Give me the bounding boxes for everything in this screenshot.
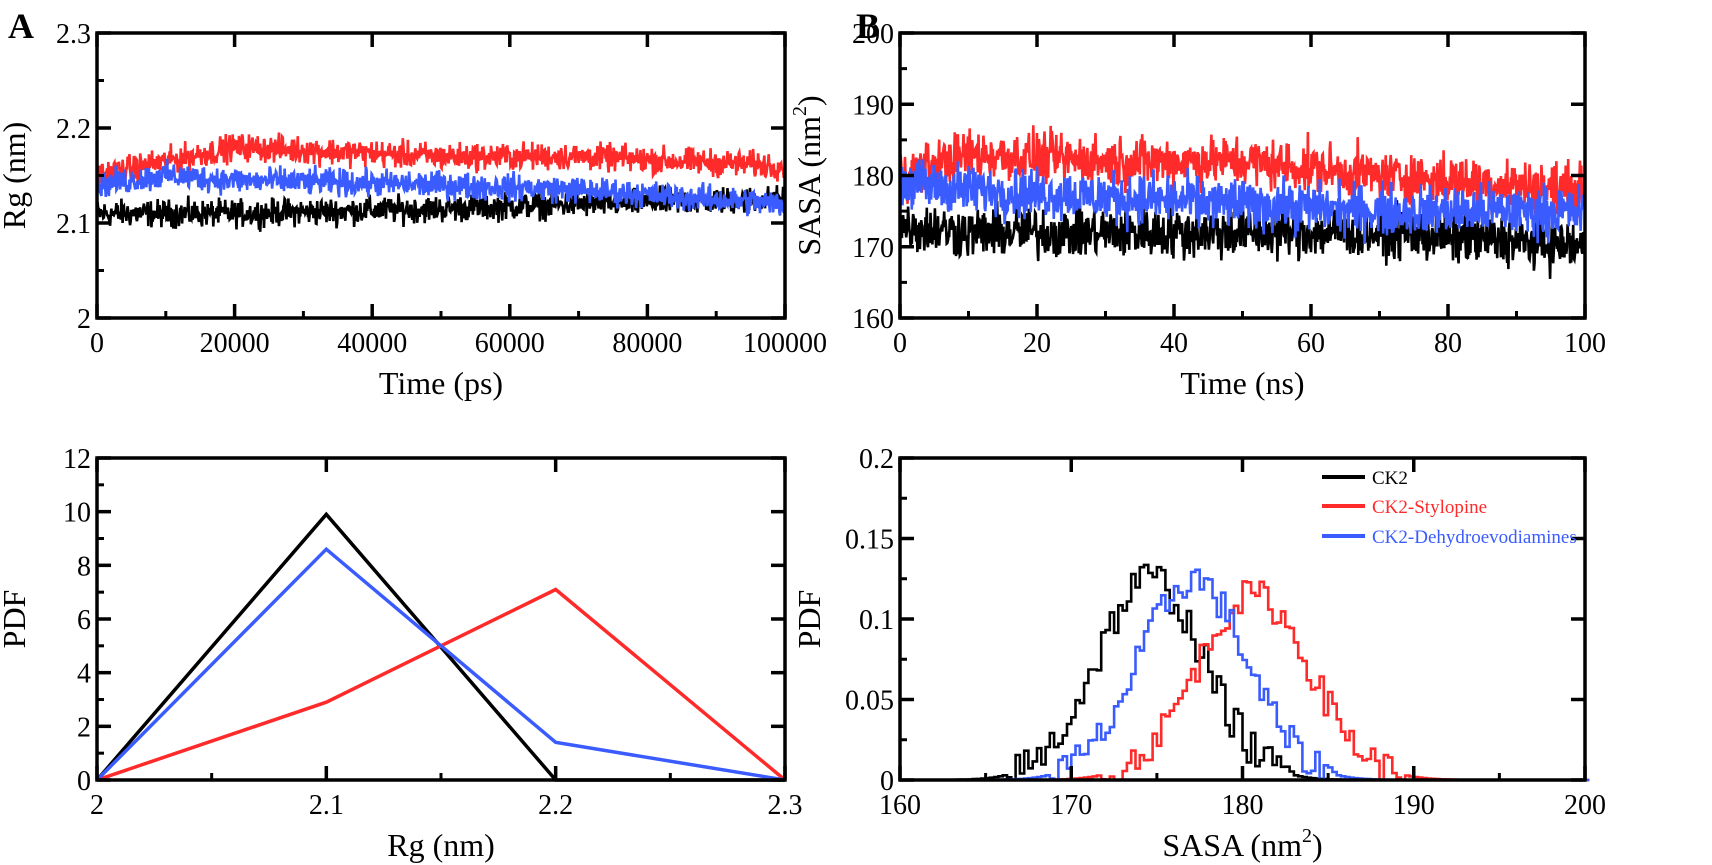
sasa_time-xtick-label: 40 (1160, 328, 1188, 359)
rg_time-ytick-label: 2.3 (56, 19, 91, 50)
rg_pdf-series-group (95, 511, 787, 782)
sasa_time-xtick-label: 100 (1564, 328, 1606, 359)
rg_pdf-x-axis-label: Rg (nm) (387, 827, 495, 863)
rg_pdf-ytick-label: 0 (77, 766, 91, 797)
rg_pdf-xtick-label: 2.1 (309, 790, 344, 821)
sasa-pdf-chart: 160 170 180 190 200 0 0.05 0.1 0.15 0.2 SASA (nm2)… (791, 444, 1606, 863)
sasa_pdf-series-ck2 (900, 563, 1590, 782)
rg_pdf-ytick-label: 4 (77, 659, 91, 690)
rg_pdf-y-axis-label: PDF (0, 590, 32, 649)
rg_pdf-plot-frame (95, 456, 787, 782)
sasa_time-y-axis-label: SASA (nm2) (789, 95, 827, 255)
rg_time-xtick-label: 0 (90, 328, 104, 359)
panel-label-a: A (8, 6, 34, 46)
rg_pdf-xtick-label: 2.2 (538, 790, 573, 821)
sasa_time-ytick-label: 160 (852, 304, 894, 335)
sasa_time-series-group (898, 125, 1587, 279)
rg_pdf-xtick-label: 2 (90, 790, 104, 821)
legend: CK2 CK2-Stylopine CK2-Dehydroevodiamines (1322, 468, 1577, 548)
sasa_time-series-ck2 (898, 199, 1587, 279)
rg_time-xtick-label: 100000 (743, 328, 827, 359)
rg_time-ytick-label: 2.2 (56, 114, 91, 145)
rg_time-x-axis-label: Time (ps) (379, 365, 503, 401)
sasa_pdf-xtick-label: 200 (1564, 790, 1606, 821)
sasa_pdf-ytick-label: 0.1 (859, 605, 894, 636)
sasa_pdf-xtick-label: 190 (1393, 790, 1435, 821)
rg_time-ytick-label: 2.1 (56, 209, 91, 240)
rg_time-xtick-label: 80000 (612, 328, 682, 359)
sasa_time-xtick-label: 0 (893, 328, 907, 359)
sasa_pdf-xtick-label: 180 (1222, 790, 1264, 821)
rg-time-chart: 0 20000 40000 60000 80000 100000 2 2.1 2.2 2.3 Tim… (0, 19, 827, 401)
sasa_pdf-y-axis-label: PDF (791, 590, 827, 649)
sasa_pdf-ytick-label: 0 (880, 766, 894, 797)
rg_time-series-stylopine (95, 132, 787, 191)
sasa_pdf-ytick-label: 0.15 (845, 525, 894, 556)
rg_time-ytick-label: 2 (77, 304, 91, 335)
rg_time-series-dehydro (95, 158, 787, 217)
sasa-time-chart: 0 20 40 60 80 100 160 170 180 190 200 Time (ns) SASA… (789, 19, 1606, 401)
panel-label-b: B (856, 6, 880, 46)
rg_pdf-ytick-label: 10 (63, 498, 91, 529)
sasa_time-xtick-label: 80 (1434, 328, 1462, 359)
sasa_time-ytick-label: 190 (852, 90, 894, 121)
sasa_pdf-xtick-label: 160 (879, 790, 921, 821)
rg_time-xtick-label: 40000 (337, 328, 407, 359)
rg_pdf-ytick-label: 6 (77, 605, 91, 636)
rg_pdf-ytick-label: 8 (77, 551, 91, 582)
sasa_time-xtick-label: 20 (1023, 328, 1051, 359)
rg_pdf-ytick-label: 12 (63, 444, 91, 475)
sasa_time-series-dehydro (898, 159, 1587, 244)
rg_pdf-series-dehydro (95, 546, 786, 782)
rg_pdf-ytick-label: 2 (77, 712, 91, 743)
sasa_time-series-stylopine (898, 125, 1587, 218)
sasa_time-ytick-label: 170 (852, 233, 894, 264)
sasa_pdf-x-axis-label: SASA (nm2) (1162, 825, 1322, 863)
sasa_pdf-series-group (900, 563, 1590, 782)
rg_time-series-group (95, 132, 787, 232)
sasa_time-x-axis-label: Time (ns) (1180, 365, 1304, 401)
rg_pdf-xtick-label: 2.3 (768, 790, 803, 821)
legend-label-ck2: CK2 (1372, 468, 1408, 489)
rg_time-xtick-label: 20000 (200, 328, 270, 359)
sasa_time-ytick-label: 180 (852, 162, 894, 193)
legend-label-dehydro: CK2-Dehydroevodiamines (1372, 527, 1577, 548)
sasa_time-xtick-label: 60 (1297, 328, 1325, 359)
rg_time-xtick-label: 60000 (475, 328, 545, 359)
sasa_time-ytick-label: 200 (852, 19, 894, 50)
sasa_pdf-ytick-label: 0.2 (859, 444, 894, 475)
legend-label-stylopine: CK2-Stylopine (1372, 497, 1487, 518)
rg_time-y-axis-label: Rg (nm) (0, 122, 32, 230)
rg_pdf-series-stylopine (96, 587, 787, 782)
sasa_pdf-series-dehydro (900, 568, 1590, 782)
sasa_pdf-xtick-label: 170 (1050, 790, 1092, 821)
sasa_pdf-ytick-label: 0.05 (845, 686, 894, 717)
